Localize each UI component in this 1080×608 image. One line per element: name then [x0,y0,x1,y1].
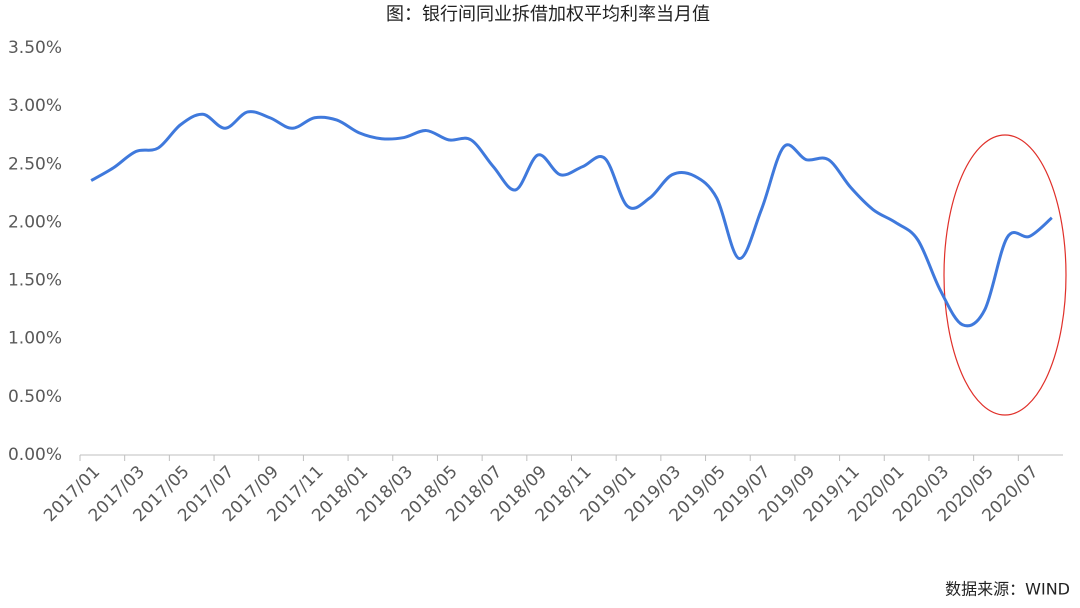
y-tick-label: 0.50% [8,387,62,407]
chart-title: 图：银行间同业拆借加权平均利率当月值 [386,4,710,25]
y-tick-label: 2.50% [8,154,62,174]
y-tick-label: 1.50% [8,271,62,291]
source-note: 数据来源：WIND [945,580,1070,599]
data-line [90,110,1053,328]
y-tick-label: 0.00% [8,445,62,465]
y-tick-label: 2.00% [8,212,62,232]
y-tick-label: 3.00% [8,96,62,116]
y-tick-label: 3.50% [8,38,62,58]
y-tick-label: 1.00% [8,329,62,349]
highlight-ellipse [943,134,1067,416]
